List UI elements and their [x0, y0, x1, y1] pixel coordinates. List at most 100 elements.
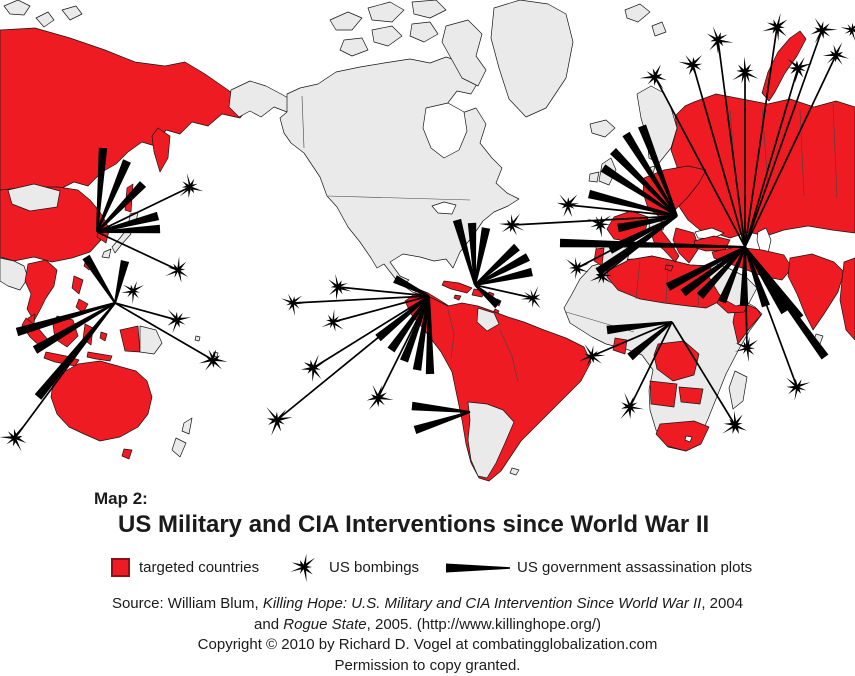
bombing-burst [620, 392, 645, 419]
assassination-plot-wedge [15, 302, 116, 337]
region-sicily [664, 264, 674, 272]
region-greenland [490, 0, 574, 118]
bombing-burst [639, 64, 667, 90]
bombing-burst [165, 256, 189, 283]
region-lesser-sunda [86, 351, 113, 362]
legend-label-bombings: US bombings [329, 559, 420, 576]
region-svalbard-2 [651, 21, 667, 37]
source-line-2-prefix: and [254, 615, 284, 633]
assassination-plot-line [96, 186, 191, 233]
assassination-plot-wedge [600, 164, 678, 217]
source-line-2: and Rogue State, 2005. (http://www.killi… [0, 615, 855, 636]
assassination-plot-wedge [34, 302, 116, 400]
bombing-burst [786, 377, 811, 401]
country-border-line [447, 309, 455, 359]
assassination-plot-line [576, 215, 678, 269]
region-great-lakes [431, 201, 457, 215]
region-alaska [228, 80, 291, 118]
region-black-sea [694, 227, 725, 240]
assassination-plot-line [312, 295, 430, 369]
region-new-guinea-west [119, 325, 141, 353]
region-kamchatka [151, 127, 171, 173]
targeted-countries-swatch [111, 558, 130, 577]
assassination-plot-line [474, 284, 534, 299]
assassination-plot-line [654, 76, 746, 248]
region-argentina [467, 401, 515, 479]
assassination-plot-wedge [96, 147, 108, 233]
region-svalbard-1 [624, 3, 651, 23]
region-jamaica [453, 294, 462, 301]
assassination-plot-line [601, 215, 678, 277]
bombing-burst [722, 410, 747, 434]
assassination-plot-line [717, 39, 746, 248]
region-philippines-luzon [71, 275, 84, 295]
region-arctic-island-2 [35, 11, 55, 28]
bombing-icon [290, 553, 316, 583]
region-mongolia [7, 183, 61, 212]
assassination-plot-line [377, 295, 430, 399]
region-india [787, 253, 845, 331]
source-line-1-book-title: Killing Hope: U.S. Military and CIA Inte… [262, 595, 702, 612]
assassination-plot-wedge [97, 224, 161, 234]
region-falkland-islands [509, 467, 520, 476]
region-ireland [588, 171, 600, 183]
region-guyana [476, 307, 500, 332]
country-border-line [635, 260, 641, 300]
assassination-plot-wedge [467, 222, 477, 285]
region-arctic-canada-3 [411, 0, 447, 19]
region-arctic-canada-6 [339, 37, 369, 57]
bombing-burst [266, 407, 293, 436]
assassination-plot-line [744, 29, 823, 248]
bombing-burst [678, 55, 703, 80]
region-novaya-zemlya [761, 30, 807, 102]
bombing-burst [762, 12, 788, 42]
assassination-plot-wedge [474, 267, 533, 286]
region-russia-east [0, 27, 251, 194]
assassination-plot-wedge [411, 401, 471, 413]
source-line-1: Source: William Blum, Killing Hope: U.S.… [0, 594, 855, 615]
assassination-plot-line-glyph [446, 563, 510, 573]
region-lesotho [684, 435, 693, 443]
country-border-line [832, 103, 838, 199]
bombing-burst [732, 56, 759, 84]
source-note: Source: William Blum, Killing Hope: U.S.… [0, 594, 855, 676]
assassination-plot-line [337, 286, 430, 297]
region-southeast-asia-east [839, 257, 855, 341]
region-myanmar-thailand [0, 257, 29, 291]
region-indochina [24, 259, 58, 322]
assassination-plot-wedge [744, 246, 829, 360]
assassination-plot-line-icon [446, 563, 510, 573]
assassination-plot-line [744, 246, 798, 388]
copyright-line: Copyright © 2010 by Richard D. Vogel at … [197, 636, 658, 653]
assassination-plot-wedge [96, 159, 131, 233]
bombing-burst [566, 257, 590, 280]
assassination-plot-wedge [413, 411, 471, 434]
assassination-plot-wedge [610, 148, 678, 217]
region-new-zealand-south [171, 437, 187, 458]
assassination-plot-wedge [617, 215, 678, 233]
country-border-line [799, 109, 805, 197]
assassination-plot-wedge [425, 296, 435, 375]
bombing-burst [810, 18, 838, 44]
assassination-plot-wedge [627, 321, 673, 361]
assassination-plot-wedge [622, 131, 678, 217]
assassination-plot-line [671, 321, 736, 426]
bombing-burst [520, 286, 541, 309]
assassination-plot-line [629, 321, 673, 408]
bombing-burst [499, 213, 525, 236]
assassination-plot-wedge [588, 189, 678, 217]
region-russia [667, 93, 855, 239]
permission-line: Permission to copy granted. [334, 656, 521, 674]
bombing-burst [787, 57, 813, 84]
assassination-plot-wedge [559, 238, 745, 248]
region-arctic-canada-2 [367, 1, 405, 23]
region-new-guinea-east [139, 325, 163, 355]
region-south-america [404, 292, 592, 482]
assassination-plot-wedge [96, 211, 160, 233]
assassination-plot-wedge [638, 124, 678, 217]
assassination-plot-line [276, 295, 430, 421]
assassination-plot-line [744, 54, 837, 248]
legend-label-plots: US government assassination plots [517, 559, 753, 576]
assassination-plot-line [511, 215, 678, 226]
